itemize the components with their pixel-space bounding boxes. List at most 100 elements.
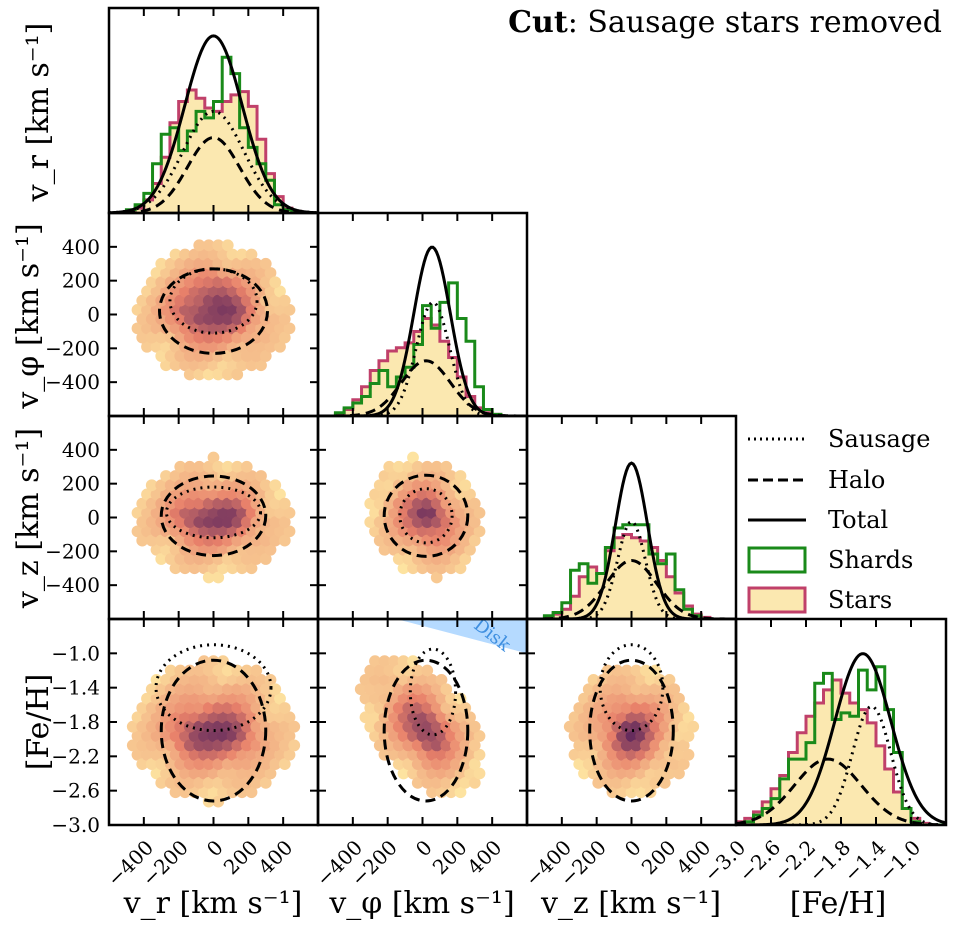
density-hexbin xyxy=(193,294,206,307)
density-hexbin xyxy=(259,758,272,771)
density-hexbin xyxy=(183,683,196,696)
density-hexbin xyxy=(568,748,581,761)
density-hexbin xyxy=(221,479,234,492)
density-hexbin xyxy=(364,664,377,677)
density-hexbin xyxy=(430,534,443,547)
density-hexbin xyxy=(145,497,158,510)
density-hexbin xyxy=(364,497,377,510)
density-hexbin xyxy=(269,739,282,752)
density-hexbin xyxy=(145,276,158,289)
density-hexbin xyxy=(207,340,220,353)
density-hexbin xyxy=(597,692,609,705)
density-hexbin xyxy=(611,739,624,752)
density-hexbin xyxy=(625,692,638,705)
density-hexbin xyxy=(644,748,657,761)
density-hexbin xyxy=(141,711,153,724)
density-hexbin xyxy=(217,285,229,298)
density-hexbin xyxy=(212,739,225,752)
density-hexbin xyxy=(649,702,662,714)
density-hexbin xyxy=(373,497,386,510)
density-hexbin xyxy=(145,683,158,696)
density-hexbin xyxy=(397,470,410,482)
density-hexbin xyxy=(283,730,296,742)
density-hexbin xyxy=(145,534,158,547)
density-hexbin xyxy=(592,720,605,733)
density-hexbin xyxy=(259,276,272,289)
density-hexbin xyxy=(169,322,182,335)
density-hexbin xyxy=(231,776,244,789)
density-hexbin xyxy=(435,730,448,742)
density-hexbin xyxy=(430,683,443,696)
density-hexbin xyxy=(207,786,220,799)
density-hexbin xyxy=(635,748,647,761)
density-hexbin xyxy=(202,331,215,344)
density-hexbin xyxy=(606,767,619,780)
density-hexbin xyxy=(231,739,244,752)
xlabel-vphi: v_φ [km s⁻¹] xyxy=(328,886,514,921)
density-hexbin xyxy=(359,711,372,724)
density-hexbin xyxy=(264,267,277,279)
density-hexbin xyxy=(468,497,481,510)
density-hexbin xyxy=(264,506,277,519)
density-hexbin xyxy=(473,730,486,742)
density-hexbin xyxy=(673,748,685,761)
density-hexbin xyxy=(649,720,662,733)
density-hexbin xyxy=(217,303,229,316)
density-hexbin xyxy=(183,664,196,677)
density-hexbin xyxy=(150,488,163,501)
density-hexbin xyxy=(217,711,229,724)
density-hexbin xyxy=(407,525,419,538)
density-hexbin xyxy=(145,739,158,752)
density-hexbin xyxy=(179,767,191,780)
density-hexbin xyxy=(473,525,486,538)
shards-hist xyxy=(318,281,527,416)
density-hexbin xyxy=(654,748,666,761)
density-hexbin xyxy=(202,460,215,473)
density-hexbin xyxy=(174,758,187,771)
density-hexbin xyxy=(430,479,443,492)
density-hexbin xyxy=(402,479,415,492)
y-tick-label-feh: −1.0 xyxy=(51,641,100,665)
y-tick-label-vphi: 200 xyxy=(62,269,100,293)
density-hexbin xyxy=(202,720,215,733)
density-hexbin xyxy=(212,257,225,270)
legend-shards-label: Shards xyxy=(828,546,913,574)
density-hexbin xyxy=(620,683,633,696)
density-hexbin xyxy=(145,720,158,733)
density-hexbin xyxy=(202,479,215,492)
density-hexbin xyxy=(179,562,191,575)
density-hexbin xyxy=(473,767,486,780)
density-hexbin xyxy=(435,711,448,724)
density-hexbin xyxy=(226,359,239,372)
density-hexbin xyxy=(179,525,191,538)
density-hexbin xyxy=(240,460,253,473)
density-hexbin xyxy=(179,730,191,742)
density-hexbin xyxy=(202,702,215,714)
density-hexbin xyxy=(592,776,605,789)
density-hexbin xyxy=(236,285,248,298)
density-hexbin xyxy=(430,702,443,714)
density-hexbin xyxy=(364,516,377,529)
density-hexbin xyxy=(430,720,443,733)
density-hexbin xyxy=(202,664,215,677)
density-hexbin xyxy=(639,739,652,752)
title-bold: Cut xyxy=(508,5,568,40)
density-hexbin xyxy=(169,267,182,279)
density-hexbin xyxy=(236,711,248,724)
density-hexbin xyxy=(459,553,472,565)
density-hexbin xyxy=(388,525,400,538)
density-hexbin xyxy=(240,516,253,529)
density-hexbin xyxy=(445,488,457,501)
density-hexbin xyxy=(677,758,690,771)
density-hexbin xyxy=(164,350,177,362)
density-hexbin xyxy=(435,543,448,556)
density-hexbin xyxy=(649,758,662,771)
density-hexbin xyxy=(449,758,462,771)
density-hexbin xyxy=(183,257,196,270)
density-hexbin xyxy=(183,294,196,307)
density-hexbin xyxy=(202,516,215,529)
density-hexbin xyxy=(445,562,457,575)
density-hexbin xyxy=(169,562,182,575)
density-hexbin xyxy=(264,748,277,761)
density-hexbin xyxy=(164,516,177,529)
